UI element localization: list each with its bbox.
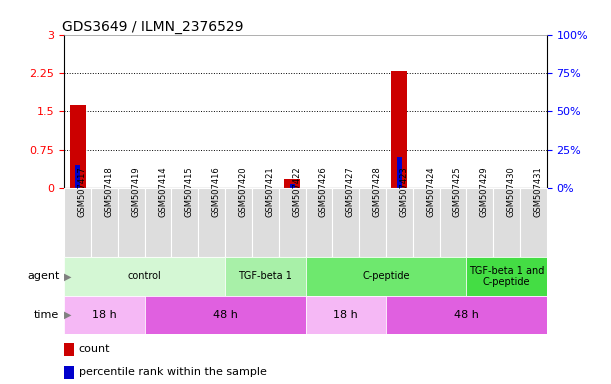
Text: 18 h: 18 h	[92, 310, 117, 320]
Bar	[64, 366, 74, 379]
Bar	[70, 105, 86, 188]
Text: ▶: ▶	[64, 310, 71, 320]
Text: GSM507428: GSM507428	[373, 166, 381, 217]
Bar	[493, 188, 520, 257]
Bar	[75, 165, 80, 188]
Bar	[64, 343, 74, 356]
Text: GSM507417: GSM507417	[78, 166, 87, 217]
Bar	[391, 71, 408, 188]
Bar	[439, 188, 466, 257]
Text: GSM507414: GSM507414	[158, 166, 167, 217]
Text: GSM507427: GSM507427	[346, 166, 355, 217]
Bar	[386, 188, 413, 257]
Bar	[306, 188, 332, 257]
Text: GSM507431: GSM507431	[533, 166, 543, 217]
Text: TGF-beta 1 and
C-peptide: TGF-beta 1 and C-peptide	[469, 266, 544, 287]
Text: GSM507423: GSM507423	[400, 166, 408, 217]
Bar	[284, 179, 300, 188]
Bar	[332, 188, 359, 257]
Bar	[225, 257, 306, 296]
Text: percentile rank within the sample: percentile rank within the sample	[79, 367, 266, 377]
Bar	[520, 188, 547, 257]
Text: GSM507424: GSM507424	[426, 166, 435, 217]
Bar	[118, 188, 145, 257]
Text: GSM507415: GSM507415	[185, 166, 194, 217]
Text: agent: agent	[27, 271, 59, 281]
Text: GSM507429: GSM507429	[480, 166, 489, 217]
Text: GSM507425: GSM507425	[453, 166, 462, 217]
Bar	[397, 157, 402, 188]
Text: ▶: ▶	[64, 271, 71, 281]
Text: GSM507419: GSM507419	[131, 166, 140, 217]
Bar	[172, 188, 198, 257]
Bar	[413, 188, 439, 257]
Bar	[145, 188, 172, 257]
Bar	[225, 188, 252, 257]
Bar	[290, 184, 295, 188]
Bar	[91, 188, 118, 257]
Text: GSM507416: GSM507416	[211, 166, 221, 217]
Text: GSM507430: GSM507430	[507, 166, 516, 217]
Text: count: count	[79, 344, 110, 354]
Bar	[145, 296, 306, 334]
Text: C-peptide: C-peptide	[362, 271, 410, 281]
Text: control: control	[128, 271, 161, 281]
Text: GSM507422: GSM507422	[292, 166, 301, 217]
Text: GSM507421: GSM507421	[265, 166, 274, 217]
Bar	[466, 188, 493, 257]
Text: 18 h: 18 h	[334, 310, 358, 320]
Text: GSM507426: GSM507426	[319, 166, 328, 217]
Bar	[64, 188, 91, 257]
Text: time: time	[34, 310, 59, 320]
Bar	[306, 257, 466, 296]
Bar	[279, 188, 306, 257]
Bar	[386, 296, 547, 334]
Text: 48 h: 48 h	[454, 310, 479, 320]
Bar	[306, 296, 386, 334]
Bar	[64, 257, 225, 296]
Text: GSM507420: GSM507420	[238, 166, 247, 217]
Text: TGF-beta 1: TGF-beta 1	[238, 271, 292, 281]
Text: 48 h: 48 h	[213, 310, 238, 320]
Bar	[64, 296, 145, 334]
Text: GDS3649 / ILMN_2376529: GDS3649 / ILMN_2376529	[62, 20, 243, 33]
Bar	[252, 188, 279, 257]
Bar	[466, 257, 547, 296]
Text: GSM507418: GSM507418	[104, 166, 114, 217]
Bar	[359, 188, 386, 257]
Bar	[198, 188, 225, 257]
